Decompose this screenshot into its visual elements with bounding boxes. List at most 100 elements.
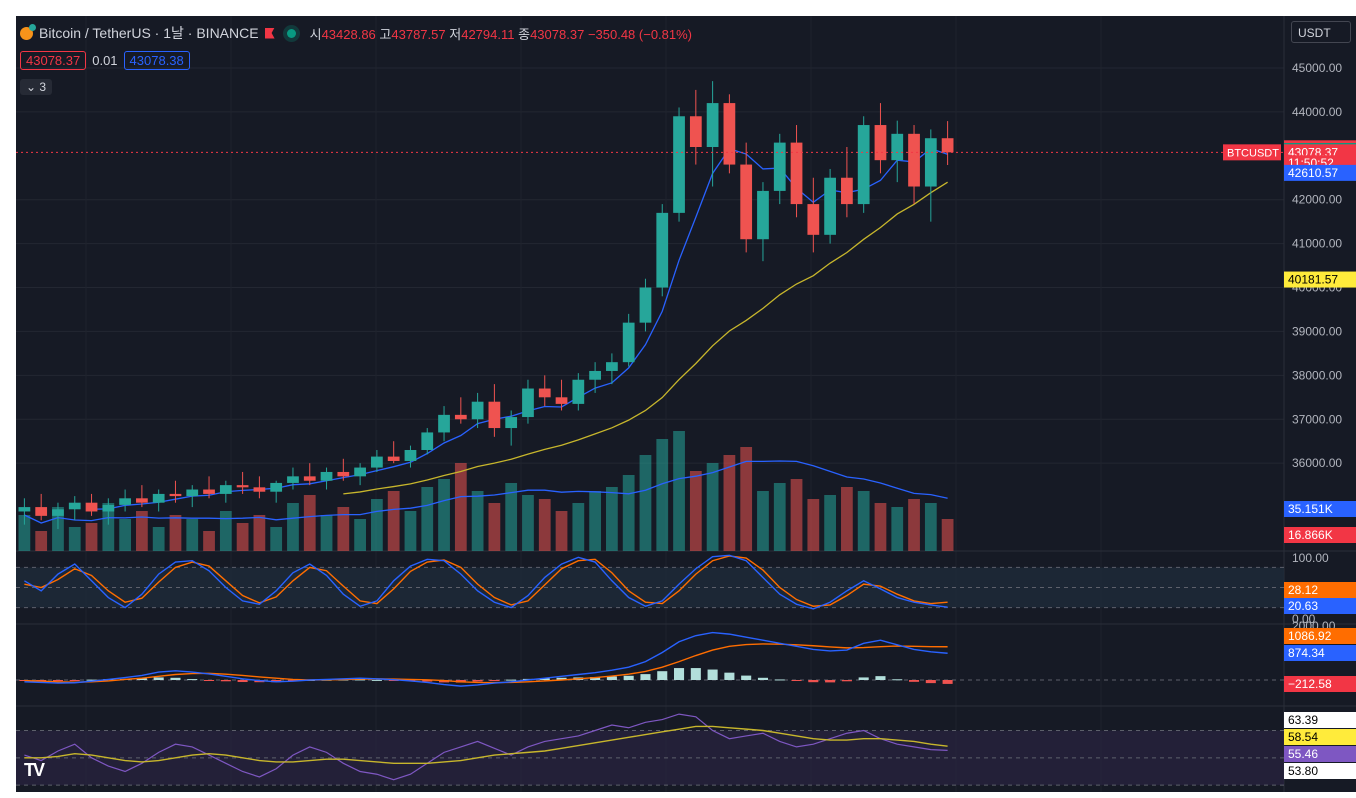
macd-histogram-bar bbox=[925, 680, 936, 684]
candle-body bbox=[454, 414, 467, 420]
macd-histogram-bar bbox=[825, 680, 836, 683]
candle-body bbox=[203, 489, 215, 494]
candle-body bbox=[270, 482, 283, 492]
rsi-badge-bg bbox=[1284, 763, 1356, 779]
macd-histogram-bar bbox=[690, 668, 701, 680]
sell-button[interactable]: 43078.37 bbox=[20, 51, 87, 70]
price-tick-label: 41000.00 bbox=[1292, 237, 1342, 251]
volume-bar bbox=[572, 503, 585, 551]
price-tick-label: 44000.00 bbox=[1292, 105, 1342, 119]
candle-body bbox=[253, 487, 266, 492]
volume-badge-bg bbox=[1284, 527, 1356, 543]
macd-histogram-bar bbox=[774, 679, 785, 681]
currency-selector[interactable]: USDT bbox=[1291, 21, 1351, 43]
volume-bar bbox=[656, 439, 669, 551]
candle-body bbox=[656, 212, 669, 288]
candle-body bbox=[555, 397, 568, 404]
volume-bar bbox=[857, 491, 870, 551]
rsi-badge-bg bbox=[1284, 746, 1356, 762]
symbol-title[interactable]: Bitcoin / TetherUS · 1날 · BINANCE bbox=[39, 25, 259, 41]
tradingview-logo-icon[interactable]: TV bbox=[24, 760, 45, 780]
open-value: 43428.86 bbox=[321, 26, 376, 42]
macd-histogram-bar bbox=[539, 678, 550, 680]
price-tick-label: 38000.00 bbox=[1292, 368, 1342, 382]
candle-body bbox=[773, 142, 786, 191]
macd-histogram-bar bbox=[371, 679, 382, 681]
macd-badge-bg bbox=[1284, 676, 1356, 692]
macd-histogram-bar bbox=[136, 678, 147, 680]
candle-body bbox=[622, 322, 635, 363]
macd-badge: −212.58 bbox=[1288, 677, 1332, 691]
price-tick-label: 42000.00 bbox=[1292, 193, 1342, 207]
macd-histogram-bar bbox=[271, 680, 282, 683]
macd-histogram-bar bbox=[187, 679, 198, 681]
volume-bar bbox=[673, 431, 685, 551]
macd-histogram-bar bbox=[657, 671, 668, 680]
macd-histogram-bar bbox=[86, 679, 97, 681]
volume-bar bbox=[287, 503, 299, 551]
volume-bar bbox=[136, 511, 148, 551]
candle-body bbox=[908, 133, 920, 187]
stoch-badge: 20.63 bbox=[1288, 599, 1318, 613]
chevron-down-icon: ⌄ bbox=[26, 80, 37, 94]
stoch-tick-label: 0.00 bbox=[1292, 612, 1316, 626]
candle-body bbox=[136, 498, 148, 503]
macd-histogram-bar bbox=[170, 677, 181, 680]
price-tick-label: 45000.00 bbox=[1292, 61, 1342, 75]
stoch-d-line bbox=[24, 555, 948, 607]
volume-bar bbox=[320, 515, 333, 551]
indicators-toggle[interactable]: ⌄ 3 bbox=[20, 79, 53, 95]
close-value: 43078.37 bbox=[530, 26, 585, 42]
candle-body bbox=[673, 116, 685, 213]
volume-bar bbox=[555, 511, 568, 551]
macd-histogram-bar bbox=[590, 677, 601, 680]
flag-icon[interactable] bbox=[264, 27, 275, 39]
macd-histogram-bar bbox=[841, 680, 852, 682]
volume-bar bbox=[941, 519, 954, 551]
chart-area[interactable]: 45000.0044000.0042000.0041000.0040000.00… bbox=[16, 16, 1356, 792]
candle-body bbox=[790, 142, 803, 205]
volume-bar bbox=[538, 499, 551, 551]
macd-histogram-bar bbox=[808, 680, 819, 683]
volume-bar bbox=[219, 511, 232, 551]
candle-body bbox=[857, 125, 870, 205]
volume-bar bbox=[253, 515, 266, 551]
candle-body bbox=[505, 417, 518, 429]
macd-badge-bg bbox=[1284, 645, 1356, 661]
volume-bar bbox=[303, 495, 316, 551]
macd-histogram-bar bbox=[153, 677, 164, 680]
stoch-tick-label: 100.00 bbox=[1292, 551, 1329, 565]
volume-bar bbox=[522, 495, 534, 551]
candle-body bbox=[303, 476, 316, 481]
candle-body bbox=[874, 125, 887, 161]
ma-fast-line bbox=[91, 147, 948, 510]
volume-bar bbox=[454, 463, 467, 551]
candle-body bbox=[52, 509, 64, 516]
candle-body bbox=[169, 493, 182, 497]
volume-bar bbox=[689, 471, 702, 551]
high-label: 고 bbox=[379, 26, 392, 42]
market-open-icon bbox=[286, 28, 296, 38]
chart-canvas[interactable]: 45000.0044000.0042000.0041000.0040000.00… bbox=[16, 16, 1356, 792]
buy-button[interactable]: 43078.38 bbox=[123, 51, 190, 70]
low-label: 저 bbox=[449, 26, 462, 42]
candle-body bbox=[924, 138, 937, 187]
macd-histogram-bar bbox=[909, 680, 920, 682]
candle-body bbox=[589, 370, 601, 380]
macd-badge-bg bbox=[1284, 628, 1356, 644]
volume-bar bbox=[337, 507, 350, 551]
volume-bar bbox=[354, 519, 366, 551]
volume-bar bbox=[740, 447, 753, 551]
macd-histogram-bar bbox=[707, 669, 718, 680]
macd-histogram-bar bbox=[875, 676, 886, 680]
volume-bar bbox=[387, 491, 400, 551]
price-badge-bg bbox=[1284, 271, 1356, 288]
rsi-badge: 63.39 bbox=[1288, 713, 1318, 727]
macd-histogram-bar bbox=[942, 680, 953, 684]
candle-body bbox=[320, 471, 333, 481]
bitcoin-logo-icon bbox=[20, 23, 36, 40]
rsi-line bbox=[24, 713, 948, 781]
candle-body bbox=[404, 450, 417, 461]
volume-bar bbox=[505, 483, 518, 551]
order-buttons: 43078.37 0.01 43078.38 bbox=[20, 51, 190, 70]
